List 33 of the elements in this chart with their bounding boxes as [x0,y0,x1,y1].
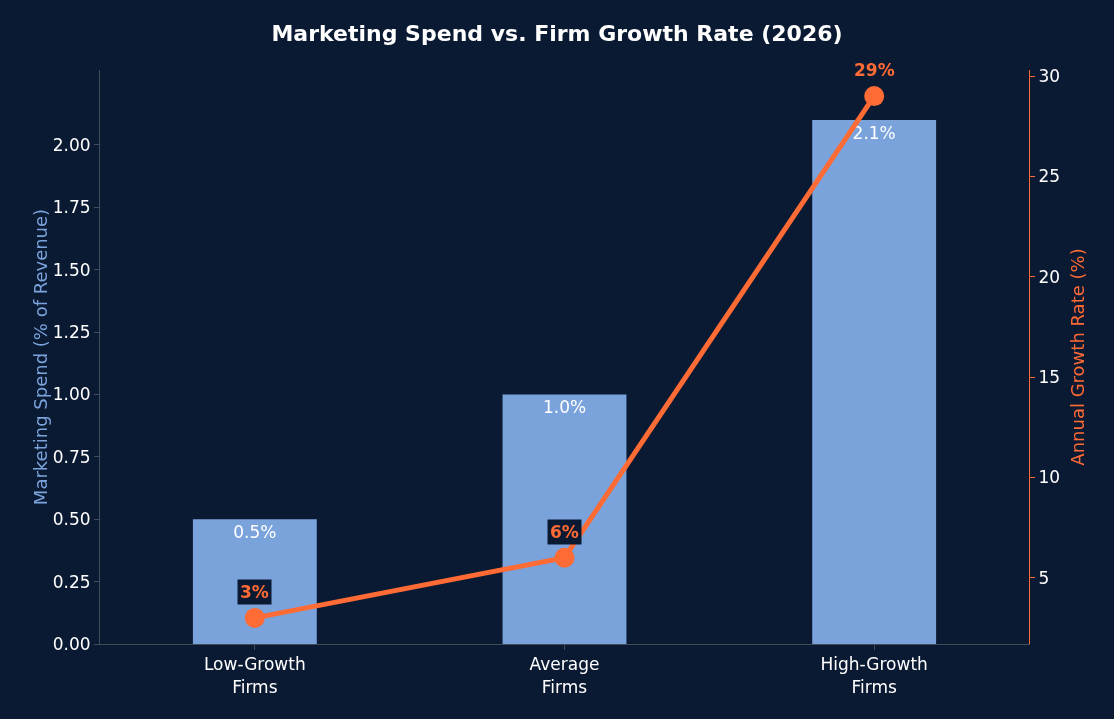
y-axis-title: Marketing Spend (% of Revenue) [29,208,51,506]
y2-tick-label: 20 [1038,266,1061,287]
y-tick-label: 0.25 [52,571,91,592]
chart-title: Marketing Spend vs. Firm Growth Rate (2026) [271,20,843,46]
y2-axis-title: Annual Growth Rate (%) [1067,248,1088,466]
y-tick-label: 1.75 [52,197,91,218]
data-label: 1.0% [542,397,587,418]
y-tick-label: 1.25 [52,321,91,342]
bar [192,519,317,644]
data-label: 0.5% [233,522,277,543]
y2-tick-label: 25 [1038,166,1061,187]
y-tick-label: 2.00 [52,134,91,155]
data-label: 29% [854,60,895,80]
point [554,547,575,568]
x-tick-label: High-Growth Firms [820,654,928,697]
x-tick-label: Average Firms [529,654,600,697]
y-tick-label: 0.50 [52,509,91,530]
bar [502,394,627,644]
point [244,607,265,628]
data-label: 3% [240,582,269,602]
x-tick-label: Low-Growth Firms [203,654,306,697]
y2-tick-label: 5 [1038,567,1050,588]
y-tick-label: 0.75 [52,446,91,467]
data-label: 6% [550,522,579,542]
point [864,86,885,107]
bar [812,119,937,644]
data-label: 2.1% [852,122,896,143]
y2-tick-label: 15 [1038,367,1061,388]
y-tick-label: 1.00 [52,384,91,405]
y2-tick-label: 10 [1038,467,1061,488]
y-tick-label: 1.50 [52,259,91,280]
y-tick-label: 0.00 [52,633,91,654]
y2-tick-label: 30 [1038,65,1061,86]
